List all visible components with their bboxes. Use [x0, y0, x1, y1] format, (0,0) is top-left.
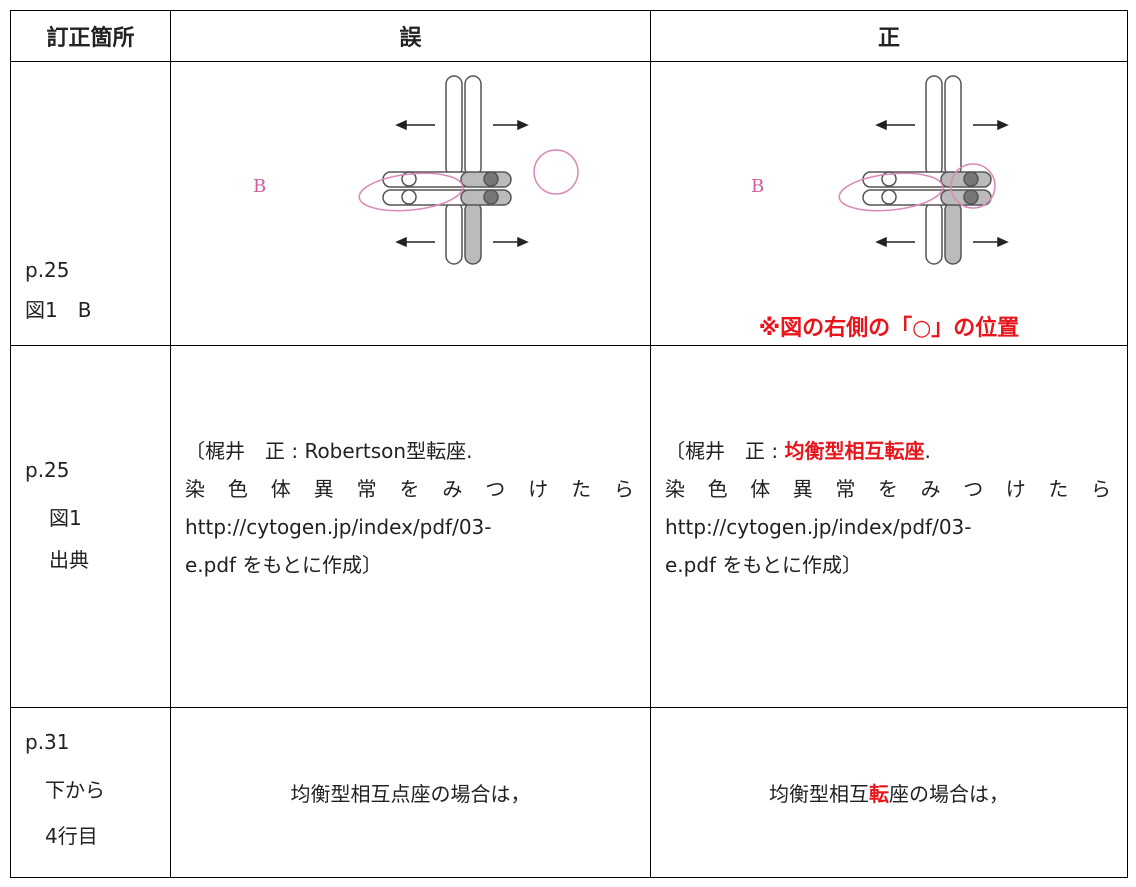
- wrong-cell: B: [170, 61, 651, 346]
- location-line: 4行目: [45, 824, 98, 848]
- citation-line: http://cytogen.jp/index/pdf/03-: [665, 515, 972, 539]
- header-row: 訂正箇所 誤 正: [10, 10, 1128, 62]
- citation: 〔梶井 正 : Robertson型転座. 染色体異常をみつけたら http:/…: [185, 432, 636, 584]
- text: .: [924, 439, 931, 463]
- figure-label: B: [253, 176, 266, 197]
- correction-note: ※図の右側の「○」の位置: [758, 316, 1020, 341]
- highlight: 転: [869, 782, 889, 806]
- corrected-text: 均衡型相互転座の場合は，: [651, 778, 1127, 807]
- chromosomes: [382, 75, 512, 265]
- location-line: p.25: [25, 458, 70, 482]
- right-cell: 〔梶井 正 : 均衡型相互転座. 染色体異常をみつけたら http://cyto…: [650, 345, 1128, 708]
- pink-ellipse: [838, 172, 944, 212]
- highlight: 均衡型相互転座: [784, 439, 925, 463]
- citation-line: 染色体異常をみつけたら: [185, 477, 636, 501]
- citation-line: e.pdf をもとに作成〕: [185, 553, 383, 577]
- chromosome-figure: B: [253, 75, 579, 265]
- right-cell: 均衡型相互転座の場合は，: [650, 707, 1128, 878]
- row: p.31 下から 4行目 均衡型相互点座の場合は， 均衡型相互転座の場合は，: [10, 707, 1128, 878]
- citation-line: 〔梶井 正 : Robertson型転座.: [185, 439, 473, 463]
- location-line: p.31: [25, 730, 70, 754]
- location-line: 図1 B: [25, 298, 92, 322]
- location-line: p.25: [25, 258, 70, 282]
- wrong-cell: 均衡型相互点座の場合は，: [170, 707, 651, 878]
- wrong-cell: 〔梶井 正 : Robertson型転座. 染色体異常をみつけたら http:/…: [170, 345, 651, 708]
- pink-circle: [950, 163, 996, 209]
- corrected-text: 均衡型相互点座の場合は，: [290, 782, 531, 806]
- pink-ellipse: [358, 172, 464, 212]
- location-cell: p.25 図1 出典: [10, 345, 171, 708]
- header-cell: 訂正箇所: [10, 10, 171, 62]
- right-cell: B: [650, 61, 1128, 346]
- text: 座の場合は，: [889, 782, 1009, 806]
- citation: 〔梶井 正 : 均衡型相互転座. 染色体異常をみつけたら http://cyto…: [665, 432, 1113, 584]
- row: p.25 図1 出典 〔梶井 正 : Robertson型転座. 染色体異常をみ…: [10, 345, 1128, 708]
- location-line: 図1: [49, 506, 82, 530]
- row: p.25 図1 B B: [10, 61, 1128, 346]
- citation-line: 染色体異常をみつけたら: [665, 477, 1113, 501]
- location-cell: p.25 図1 B: [10, 61, 171, 346]
- location-line: 出典: [49, 548, 89, 572]
- text: 〔梶井 正 :: [665, 439, 785, 463]
- citation-line: e.pdf をもとに作成〕: [665, 553, 863, 577]
- pink-circle: [533, 149, 579, 195]
- header-cell: 正: [650, 10, 1128, 62]
- arrows: [875, 119, 1009, 248]
- location-cell: p.31 下から 4行目: [10, 707, 171, 878]
- header-cell: 誤: [170, 10, 651, 62]
- location-line: 下から: [45, 778, 105, 802]
- chromosomes: [862, 75, 992, 265]
- citation-line: 〔梶井 正 : 均衡型相互転座.: [665, 432, 1113, 470]
- chromosome-figure: B: [751, 75, 1009, 265]
- arrows: [395, 119, 529, 248]
- figure-label: B: [751, 176, 764, 197]
- text: 均衡型相互: [769, 782, 869, 806]
- citation-line: http://cytogen.jp/index/pdf/03-: [185, 515, 492, 539]
- errata-table: 訂正箇所 誤 正 p.25 図1 B B: [10, 10, 1128, 878]
